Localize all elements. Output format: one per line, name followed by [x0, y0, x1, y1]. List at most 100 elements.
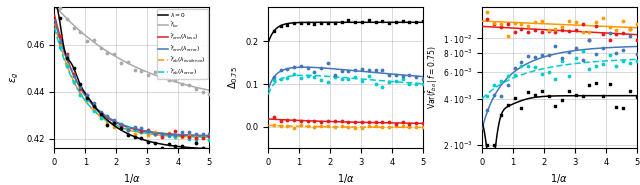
- Point: [82, 93, 92, 96]
- Y-axis label: $\Delta_{0.75}$: $\Delta_{0.75}$: [226, 66, 240, 89]
- Point: [564, 89, 574, 92]
- Point: [625, 28, 635, 31]
- Point: [282, 77, 292, 80]
- Point: [625, 89, 635, 92]
- Point: [170, 130, 180, 133]
- Point: [102, 118, 113, 121]
- Point: [55, 40, 65, 43]
- Point: [102, 116, 113, 119]
- Point: [343, 19, 353, 22]
- Point: [123, 128, 133, 131]
- Point: [129, 127, 140, 130]
- Point: [170, 136, 180, 139]
- Point: [136, 136, 147, 139]
- Point: [129, 133, 140, 136]
- Point: [577, 31, 588, 34]
- Point: [95, 111, 106, 114]
- Point: [337, 125, 347, 128]
- Point: [143, 130, 154, 133]
- Point: [571, 28, 581, 31]
- Point: [343, 125, 353, 128]
- Point: [543, 53, 554, 56]
- Point: [177, 134, 188, 137]
- Point: [364, 120, 374, 123]
- Point: [55, 6, 65, 9]
- Point: [184, 131, 194, 134]
- Point: [537, 90, 547, 93]
- Point: [109, 52, 120, 55]
- Point: [204, 138, 214, 141]
- Point: [571, 46, 581, 49]
- Y-axis label: $\varepsilon_g$: $\varepsilon_g$: [8, 72, 20, 83]
- Point: [95, 111, 106, 114]
- Point: [391, 125, 401, 128]
- Point: [357, 80, 367, 83]
- Point: [177, 83, 188, 86]
- Point: [116, 126, 126, 129]
- Point: [184, 135, 194, 138]
- Point: [384, 80, 394, 83]
- Point: [343, 121, 353, 124]
- Point: [618, 32, 628, 35]
- Point: [483, 108, 493, 111]
- Point: [289, 73, 300, 75]
- Point: [618, 59, 628, 62]
- Point: [337, 120, 347, 123]
- Point: [404, 73, 415, 76]
- Point: [61, 64, 72, 67]
- Point: [584, 68, 595, 71]
- Point: [163, 133, 173, 136]
- Point: [82, 98, 92, 101]
- Point: [618, 49, 628, 52]
- Point: [282, 118, 292, 121]
- Point: [411, 121, 421, 124]
- Point: [330, 125, 340, 128]
- Point: [170, 144, 180, 147]
- Point: [537, 72, 547, 75]
- Point: [618, 20, 628, 23]
- Point: [116, 127, 126, 130]
- Point: [503, 22, 513, 25]
- Point: [598, 47, 608, 50]
- Point: [177, 136, 188, 139]
- Point: [557, 57, 567, 60]
- Point: [95, 112, 106, 115]
- Point: [509, 66, 520, 69]
- Point: [357, 121, 367, 124]
- Point: [577, 49, 588, 52]
- Point: [170, 133, 180, 136]
- Point: [543, 71, 554, 74]
- X-axis label: $1 / \alpha$: $1 / \alpha$: [337, 172, 355, 185]
- Point: [523, 90, 533, 93]
- Point: [496, 95, 506, 98]
- Point: [282, 68, 292, 71]
- X-axis label: $1 / \alpha$: $1 / \alpha$: [550, 172, 568, 185]
- Point: [571, 94, 581, 97]
- Point: [489, 83, 499, 86]
- Point: [109, 125, 120, 128]
- Point: [543, 29, 554, 32]
- Point: [530, 20, 540, 23]
- Point: [516, 61, 527, 64]
- Point: [296, 120, 306, 123]
- Point: [611, 51, 621, 54]
- Point: [550, 31, 561, 34]
- Point: [191, 136, 201, 139]
- Point: [184, 150, 194, 153]
- Point: [123, 128, 133, 131]
- Point: [157, 73, 167, 76]
- Point: [197, 134, 207, 137]
- Point: [496, 113, 506, 116]
- Point: [357, 20, 367, 23]
- Point: [157, 147, 167, 150]
- Point: [530, 29, 540, 32]
- Point: [184, 135, 194, 138]
- Point: [89, 101, 99, 104]
- Point: [489, 22, 499, 25]
- Point: [68, 81, 79, 84]
- Point: [136, 131, 147, 134]
- Point: [89, 108, 99, 111]
- Point: [184, 137, 194, 140]
- Point: [496, 80, 506, 83]
- Point: [123, 61, 133, 64]
